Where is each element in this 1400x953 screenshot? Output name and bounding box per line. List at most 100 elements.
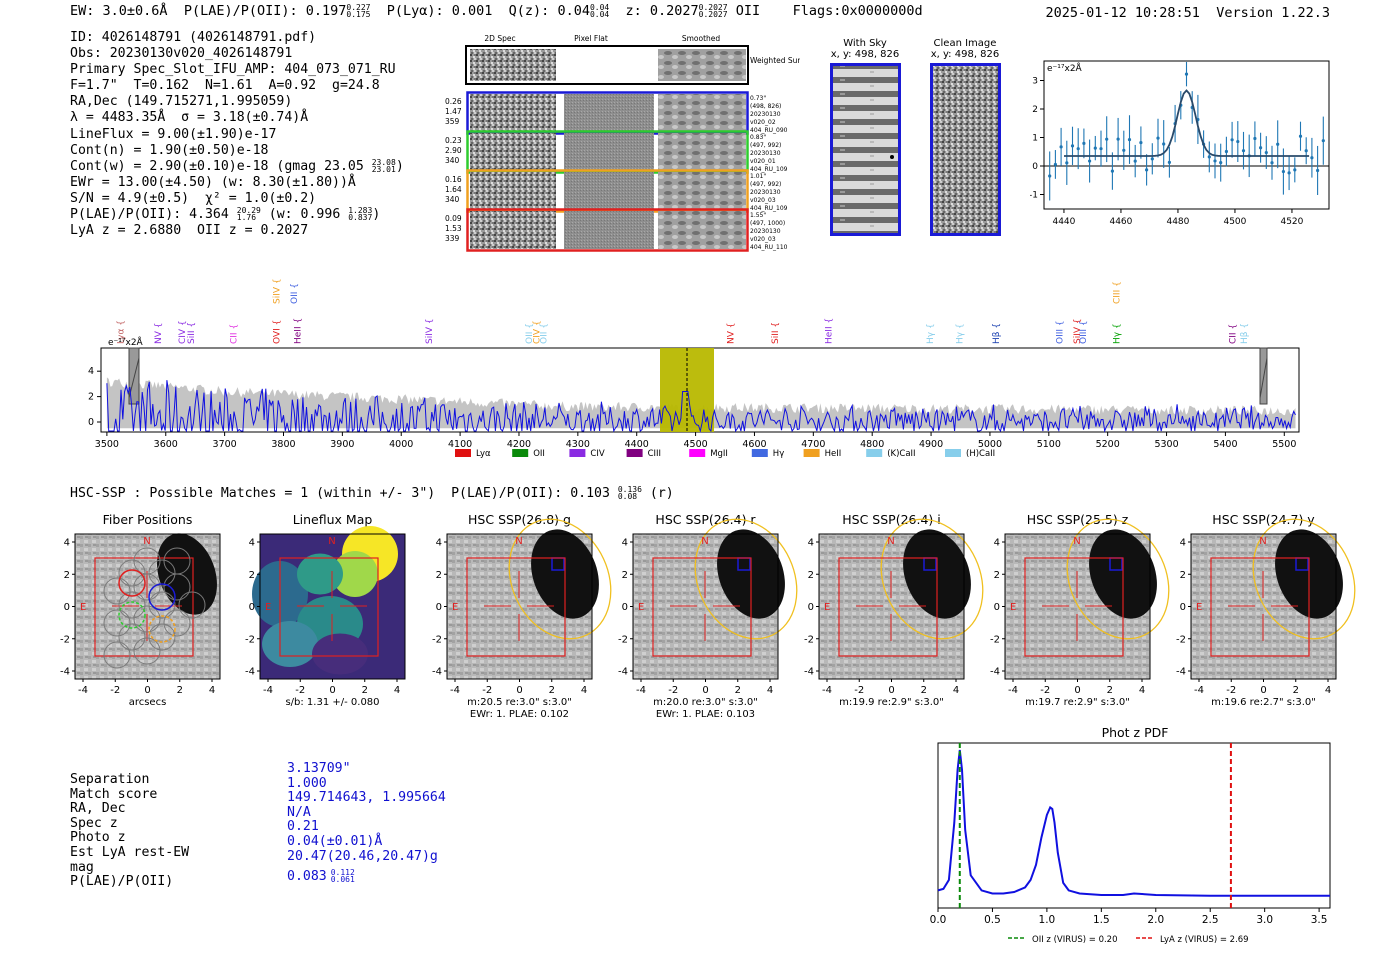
aperture-ellipse [1252, 518, 1356, 640]
photz-pdf-line [937, 749, 1330, 897]
match-value: 149.714643, 1.995664 [287, 790, 446, 806]
hsc-xtick-label: 2 [177, 685, 183, 696]
lf-xtick-label: 4520 [1280, 217, 1303, 227]
line-marker-label: OII { [525, 323, 535, 344]
fs-xtick-label: 5500 [1272, 439, 1296, 450]
header-plae: P(LAE)/P(OII): 0.197 [183, 3, 347, 19]
header-z-lo: 0.2027 [698, 10, 728, 19]
hsc-ytick-label: 2 [1180, 570, 1186, 581]
hsc-panel-image: N E 4 2 0 -2 -4 -4 -2 0 2 4 m:20.0 re:3.0" s:3.0"EWr… [618, 518, 798, 720]
lf-point [1310, 156, 1314, 160]
hsc-xtick-label: -2 [295, 685, 305, 696]
row-2dspec [470, 94, 556, 132]
row-right-value: (497, 1000) [750, 220, 785, 227]
lf-point [1048, 174, 1052, 178]
hsc-xtick-label: 0 [888, 685, 894, 696]
legend-label: (H)CaII [966, 449, 995, 459]
hsc-xtick-label: -4 [263, 685, 273, 696]
detection-info: ID: 4026148791 (4026148791.pdf) Obs: 202… [70, 30, 404, 239]
lf-point [1099, 147, 1103, 151]
header-bar: EW: 3.0±0.6Å P(LAE)/P(OII): 0.197 0.227 0.… [70, 3, 923, 19]
lf-point [1207, 155, 1211, 159]
line-fit-plot: e⁻¹⁷x2Å 3 2 1 0 -1 4440 4460 4480 4500 4520 [1030, 60, 1330, 227]
fs-xtick-label: 4500 [683, 439, 707, 450]
lf-xtick-label: 4460 [1109, 217, 1132, 227]
hsc-ytick-label: -2 [618, 634, 628, 645]
row-right-value: 404_RU_109 [750, 205, 788, 212]
line-marker-label: HeII { [825, 318, 835, 344]
info-contn: Cont(n) = 1.90(±0.50)e-18 [70, 142, 269, 158]
lineflux-blob [312, 633, 368, 675]
hsc-ytick-label: 0 [994, 602, 1000, 613]
info-plae-hi: 20.29 [236, 206, 261, 216]
match-value: 1.000 [287, 775, 327, 791]
row-right-value: 404_RU_109 [750, 166, 788, 173]
line-marker-label: SiIV { [1073, 318, 1083, 344]
hsc-caption: m:19.7 re:2.9" s:3.0" [1025, 697, 1130, 708]
hsc-caption: m:19.9 re:2.9" s:3.0" [839, 697, 944, 708]
lf-point [1070, 144, 1075, 148]
legend-label: HeII [825, 449, 842, 459]
hsc-xtick-label: -4 [78, 685, 88, 696]
lf-point [1224, 149, 1228, 154]
hsc-panel: HSC SSP(24.7) y N E 4 2 0 -2 -4 -4 -2 0 2 4 m:19.6 re… [1156, 512, 1361, 727]
hsc-xtick-label: 0 [144, 685, 150, 696]
full-spectrum-flux [106, 380, 1296, 433]
field-box [1210, 557, 1310, 657]
hsc-panel-title: Lineflux Map [292, 512, 373, 527]
line-marker-label: NV { [154, 323, 164, 344]
line-marker-label: Lyα { [116, 320, 126, 344]
fiber-circle [163, 609, 191, 637]
fiber-circle [103, 577, 131, 605]
fs-xtick-label: 5100 [1037, 439, 1061, 450]
hsc-ytick-label: -2 [432, 634, 442, 645]
fiber-circle [178, 591, 206, 619]
lf-point [1150, 157, 1154, 161]
header-z-line: OII [735, 3, 761, 19]
north-label: N [328, 536, 335, 547]
lf-point [1259, 146, 1263, 150]
fiber-red [118, 569, 146, 597]
hsc-panel-title: Fiber Positions [102, 512, 193, 527]
line-marker-label: OIII { [1079, 320, 1089, 344]
lf-point [1093, 146, 1097, 150]
row-left-value: 2.90 [445, 146, 462, 155]
info-contw: Cont(w) = 2.90(±0.10)e-18 (gmag 23.05 23… [70, 157, 404, 174]
hsc-panel: Lineflux Map N E 4 2 0 -2 -4 -4 -2 0 2 4 s/b: 1.31 +/… [225, 512, 430, 727]
aperture-ellipse [1066, 518, 1170, 640]
north-label: N [887, 536, 894, 547]
row-right-value: v020_02 [750, 119, 776, 126]
clean-xy: x, y: 498, 826 [930, 49, 1000, 60]
with-sky-title: With Sky [843, 38, 887, 49]
hsc-heading-text: HSC-SSP : Possible Matches = 1 (within +… [70, 486, 610, 501]
hsc-xtick-label: 2 [1293, 685, 1299, 696]
hsc-ytick-label: 0 [436, 602, 442, 613]
header-plae-hi: 0.227 [346, 3, 371, 12]
line-fit-model [1064, 89, 1310, 157]
line-marker-label: Hγ { [926, 323, 936, 344]
east-label: E [80, 602, 86, 613]
fs-xtick-label: 4200 [507, 439, 531, 450]
full-spectrum-ylabel: e⁻¹⁷x2Å [108, 336, 144, 348]
east-label: E [824, 602, 830, 613]
match-label: Est LyA rest-EW [70, 844, 190, 860]
hsc-xtick-label: 0 [329, 685, 335, 696]
fs-xtick-label: 3600 [154, 439, 178, 450]
lineflux-blob [332, 551, 378, 597]
hsc-ytick-label: -2 [990, 634, 1000, 645]
weighted-sum-label: Weighted Sum [750, 56, 800, 65]
north-label: N [1073, 536, 1080, 547]
hsc-ytick-label: 2 [808, 570, 814, 581]
hsc-xtick-label: 2 [549, 685, 555, 696]
header-plae-lo: 0.175 [346, 10, 371, 19]
row-smoothed [658, 211, 746, 249]
legend-label: Lyα [476, 449, 491, 459]
fs-xtick-label: 4700 [801, 439, 825, 450]
pz-xtick-label: 2.5 [1202, 914, 1219, 926]
hsc-ytick-label: -2 [245, 634, 255, 645]
hsc-panel-image: N E 4 2 0 -2 -4 -4 -2 0 2 4 arcsecs [60, 533, 221, 708]
row-left-value: 1.47 [445, 107, 462, 116]
lf-point [1264, 150, 1268, 155]
fiber-green [118, 601, 146, 629]
info-lambda: λ = 4483.35Å σ = 3.18(±0.74)Å [70, 110, 309, 126]
